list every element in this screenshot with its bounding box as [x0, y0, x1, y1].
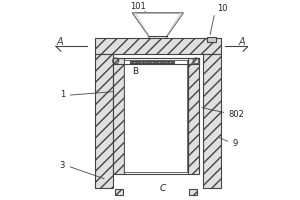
Bar — [95, 38, 220, 54]
Text: 9: 9 — [232, 139, 238, 148]
Text: A: A — [239, 37, 245, 47]
Text: 3: 3 — [60, 161, 65, 170]
Polygon shape — [132, 13, 150, 36]
Text: B: B — [132, 67, 139, 76]
Text: A: A — [56, 37, 63, 47]
Text: 1: 1 — [60, 90, 65, 99]
Bar — [188, 58, 199, 174]
Text: 802: 802 — [229, 110, 244, 119]
Bar — [124, 58, 188, 174]
Bar — [124, 60, 187, 172]
Bar — [207, 37, 216, 42]
Bar — [95, 54, 113, 188]
Polygon shape — [132, 13, 183, 38]
Bar — [113, 58, 124, 174]
Bar — [115, 189, 122, 195]
Polygon shape — [166, 13, 183, 36]
Text: C: C — [160, 184, 166, 193]
Bar — [189, 189, 197, 195]
Text: 101: 101 — [130, 2, 146, 11]
Bar — [130, 61, 173, 63]
Bar — [203, 54, 220, 188]
Text: 10: 10 — [217, 4, 227, 13]
